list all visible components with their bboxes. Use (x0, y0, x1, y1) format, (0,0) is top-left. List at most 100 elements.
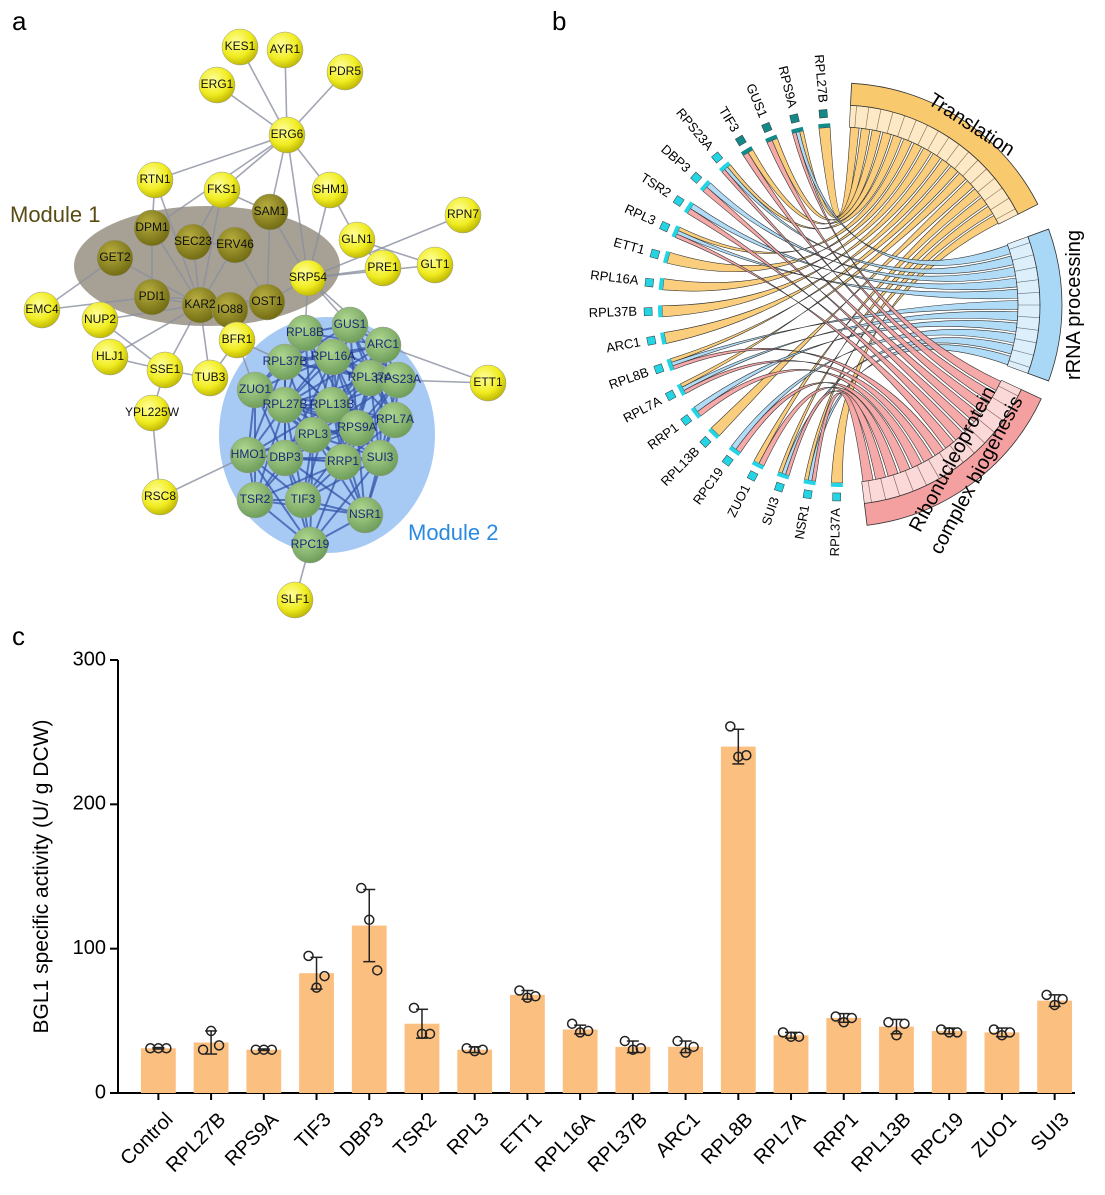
replicate-point (619, 1035, 631, 1047)
replicate-point (672, 1035, 683, 1047)
term-spoke (867, 480, 872, 503)
term-spoke (1017, 315, 1040, 318)
replicate-point (197, 1044, 209, 1055)
term-spoke (904, 470, 914, 492)
bar (140, 1048, 176, 1093)
replicate-point (846, 1012, 857, 1024)
node-label: EMC4 (25, 302, 59, 316)
node-label: GLT1 (420, 257, 449, 271)
node-label: GUS1 (334, 317, 367, 331)
network-edge (382, 344, 489, 384)
node-label: HMO1 (231, 447, 266, 461)
gene-marker (649, 248, 661, 260)
replicate-point (688, 1041, 699, 1053)
term-spoke (977, 177, 995, 193)
bar (510, 994, 545, 1093)
node-label: SRP54 (289, 270, 327, 284)
term-spoke (998, 385, 1019, 397)
bar-chart: 0 100 200 300 BGL1 specific activity (U/ g D… (30, 648, 1075, 1177)
replicate-point (582, 1025, 594, 1037)
node-label: TSR2 (240, 492, 271, 506)
replicate-point (566, 1018, 578, 1029)
gene-arc (728, 445, 741, 457)
replicate-point (574, 1027, 586, 1038)
node-label: RPL3 (298, 427, 328, 441)
replicate-point (522, 992, 533, 1003)
term-spoke (995, 208, 1016, 220)
gene-label: RPL13B (658, 444, 703, 489)
network-node (236, 481, 274, 519)
network-node (326, 53, 364, 91)
term-spoke (977, 417, 995, 433)
replicate-point (266, 1044, 278, 1055)
term-spoke (1012, 349, 1034, 356)
term-spoke (927, 130, 939, 151)
gene-marker (818, 109, 828, 119)
gene-label: GUS1 (743, 81, 770, 119)
bar (773, 1035, 809, 1093)
replicate-point (250, 1044, 262, 1055)
gene-arc (765, 134, 778, 143)
replicate-point (416, 1028, 428, 1040)
gene-label: TIF3 (716, 104, 743, 135)
node-label: PDI1 (139, 289, 166, 303)
node-label: TUB3 (195, 370, 226, 384)
network-node (313, 386, 351, 424)
replicate-point (356, 882, 367, 894)
gene-marker (789, 113, 800, 124)
gene-arc (690, 406, 702, 419)
replicate-point (319, 970, 330, 982)
gene-marker (734, 134, 747, 147)
node-label: RPL8B (286, 325, 324, 339)
gene-marker (659, 220, 671, 233)
term-spoke (1012, 254, 1034, 261)
bar (562, 1029, 598, 1093)
x-tick-label: TIF3 (291, 1109, 336, 1154)
x-tick-label: RPL27B (162, 1109, 230, 1177)
node-label: RRP1 (327, 454, 359, 468)
network-edge (286, 134, 309, 279)
node-label: SSE1 (150, 362, 181, 376)
gene-marker (699, 435, 712, 448)
term-spoke (945, 144, 960, 163)
x-tick-label: SUI3 (1027, 1109, 1074, 1156)
gene-label: RRP1 (645, 420, 682, 453)
gene-label: ARC1 (605, 334, 642, 355)
replicate-point (364, 914, 375, 926)
network: KES1 AYR1 PDR5 ERG1 ERG6 RTN1 FKS1 SHM1 RPN7 DPM1… (23, 28, 507, 619)
y-tick-label: 100 (73, 937, 106, 959)
network-node (133, 278, 171, 316)
bar (299, 973, 334, 1093)
replicate-point (424, 1028, 436, 1040)
network-node (81, 301, 119, 339)
network-node (416, 246, 454, 284)
gene-arc (699, 179, 711, 192)
network-node (469, 364, 507, 402)
term-spoke (917, 125, 928, 146)
replicate-point (258, 1044, 270, 1055)
gene-marker (746, 470, 759, 482)
x-tick-label: RPC19 (907, 1109, 968, 1170)
bar (668, 1046, 703, 1093)
network-node (251, 193, 289, 231)
network-node (266, 31, 304, 69)
network-edge (379, 344, 384, 459)
gene-label: RPL16A (590, 267, 640, 288)
term-band (863, 388, 1042, 526)
gene-label: RPL37A (827, 507, 843, 556)
replicate-point (514, 985, 525, 996)
network-node (311, 171, 349, 209)
node-label: ERG1 (201, 77, 234, 91)
x-tick-label: DBP3 (336, 1109, 389, 1162)
gene-marker (643, 307, 653, 317)
term-spoke (949, 444, 964, 463)
gene-marker (832, 492, 841, 502)
replicate-point (680, 1047, 691, 1058)
term-spoke (928, 459, 940, 479)
network-node (379, 361, 417, 399)
network-node (268, 116, 306, 154)
x-tick-label: RPL8B (697, 1109, 757, 1169)
node-label: RPS9A (337, 420, 376, 434)
node-label: RPN7 (447, 207, 479, 221)
